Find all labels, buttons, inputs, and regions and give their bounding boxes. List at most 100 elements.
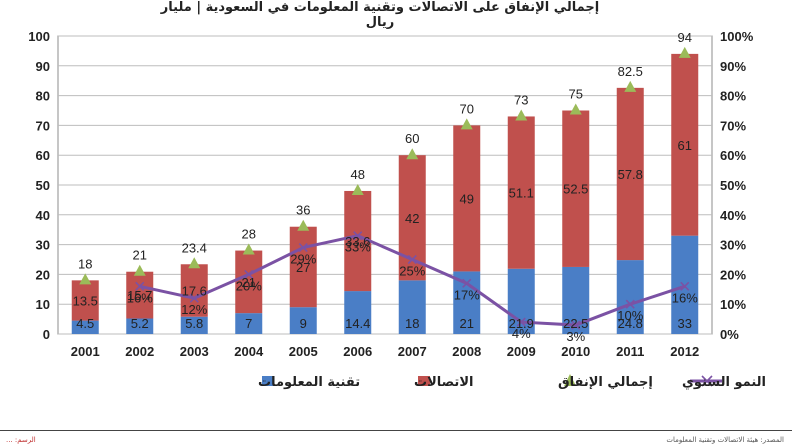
telecom-value-label: 21: [242, 275, 256, 290]
x-tick-label: 2003: [180, 344, 209, 359]
growth-value-label: 16%: [127, 290, 153, 305]
total-marker: [624, 80, 637, 92]
it-value-label: 14.4: [345, 316, 370, 331]
total-value-label: 75: [569, 87, 583, 102]
legend-label-it: تقنية المعلومات: [258, 375, 360, 390]
growth-value-label: 25%: [399, 264, 425, 279]
total-value-label: 36: [296, 203, 310, 218]
telecom-value-label: 57.8: [618, 167, 643, 182]
total-value-label: 48: [351, 167, 365, 182]
bar-telecom: [453, 125, 481, 272]
y-tick-label: 80: [36, 89, 50, 104]
footer-credit: الرسم: ...: [6, 436, 36, 444]
telecom-value-label: 49: [460, 191, 474, 206]
telecom-value-label: 61: [678, 138, 692, 153]
x-tick-label: 2007: [398, 344, 427, 359]
total-value-label: 73: [514, 92, 528, 107]
telecom-value-label: 15.7: [127, 288, 152, 303]
y-tick-label: 0: [43, 327, 50, 342]
y-tick-label: 10: [36, 297, 50, 312]
legend-label-telecom: الاتصالات: [414, 375, 473, 390]
it-value-label: 4.5: [76, 316, 94, 331]
it-value-label: 5.8: [185, 316, 203, 331]
y-tick-label: 60: [36, 148, 50, 163]
growth-point: [244, 269, 254, 279]
bar-it: [671, 235, 699, 334]
total-marker: [297, 219, 310, 231]
y2-tick-label: 60%: [720, 148, 746, 163]
growth-point: [462, 278, 472, 288]
y2-tick-label: 70%: [720, 118, 746, 133]
x-tick-label: 2002: [125, 344, 154, 359]
total-value-label: 18: [78, 256, 92, 271]
total-value-label: 60: [405, 131, 419, 146]
total-marker: [188, 257, 201, 269]
bar-it: [126, 318, 154, 334]
bar-it: [289, 307, 317, 334]
bar-telecom: [507, 116, 535, 269]
growth-point: [516, 317, 526, 327]
growth-value-label: 16%: [672, 290, 698, 305]
x-tick-label: 2010: [561, 344, 590, 359]
y-tick-label: 40: [36, 208, 50, 223]
y2-tick-label: 40%: [720, 208, 746, 223]
y2-tick-label: 30%: [720, 238, 746, 253]
it-value-label: 21.9: [509, 316, 534, 331]
telecom-value-label: 33.6: [345, 234, 370, 249]
x-tick-label: 2008: [452, 344, 481, 359]
growth-value-label: 33%: [345, 240, 371, 255]
growth-point: [353, 231, 363, 241]
growth-value-label: 29%: [290, 252, 316, 267]
telecom-value-label: 52.5: [563, 182, 588, 197]
growth-point: [680, 281, 690, 291]
bar-telecom: [71, 280, 99, 321]
total-marker: [242, 243, 255, 255]
footer-divider: [0, 430, 792, 431]
bar-telecom: [235, 250, 263, 314]
growth-value-label: 12%: [181, 302, 207, 317]
it-value-label: 9: [300, 316, 307, 331]
bar-telecom: [289, 226, 317, 308]
it-value-label: 24.8: [618, 316, 643, 331]
y-tick-label: 50: [36, 178, 50, 193]
x-tick-label: 2011: [616, 344, 644, 359]
legend-swatch-it: [262, 376, 274, 386]
y-tick-label: 100: [28, 29, 50, 44]
it-value-label: 7: [245, 316, 252, 331]
it-value-label: 21: [460, 316, 474, 331]
telecom-value-label: 17.6: [182, 283, 207, 298]
legend-swatch-total: [564, 374, 576, 386]
y2-tick-label: 90%: [720, 59, 746, 74]
telecom-value-label: 42: [405, 211, 419, 226]
y2-tick-label: 100%: [720, 29, 754, 44]
y-tick-label: 70: [36, 118, 50, 133]
growth-value-label: 3%: [566, 329, 585, 344]
total-value-label: 70: [460, 101, 474, 116]
x-tick-label: 2006: [343, 344, 372, 359]
y2-tick-label: 10%: [720, 297, 746, 312]
y2-tick-label: 0%: [720, 327, 739, 342]
bar-it: [398, 280, 426, 334]
total-marker: [79, 273, 92, 285]
total-marker: [460, 118, 473, 130]
bar-telecom: [562, 110, 590, 267]
x-tick-label: 2009: [507, 344, 536, 359]
legend-label-total: إجمالي الإنفاق: [558, 375, 653, 390]
y2-tick-label: 50%: [720, 178, 746, 193]
y-tick-label: 90: [36, 59, 50, 74]
total-value-label: 94: [678, 30, 692, 45]
bar-telecom: [126, 271, 154, 319]
it-value-label: 18: [405, 316, 419, 331]
total-marker: [351, 183, 364, 195]
growth-point: [625, 299, 635, 309]
bar-telecom: [180, 264, 208, 317]
legend-swatch-growth-marker: [701, 375, 713, 387]
total-marker: [569, 103, 582, 115]
x-tick-label: 2004: [234, 344, 264, 359]
growth-point: [189, 293, 199, 303]
growth-point: [298, 243, 308, 253]
y-tick-label: 20: [36, 267, 50, 282]
it-value-label: 22.5: [563, 316, 588, 331]
it-value-label: 33: [678, 316, 692, 331]
growth-point: [135, 281, 145, 291]
